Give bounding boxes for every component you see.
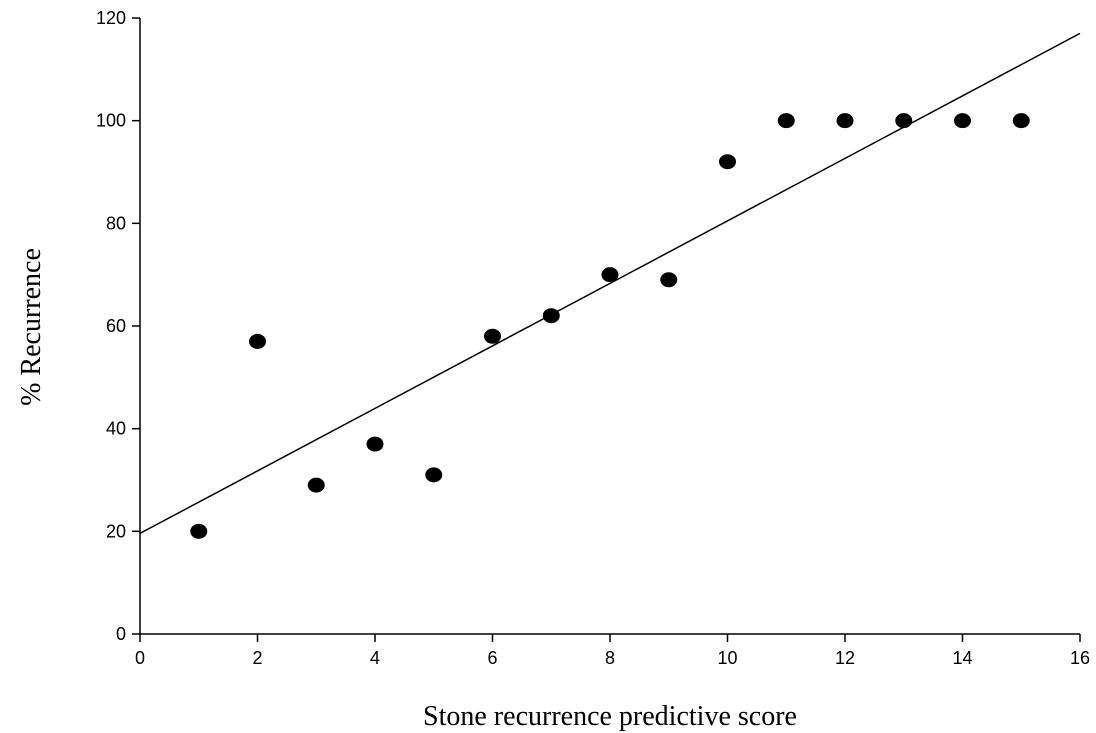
data-point: [777, 113, 795, 129]
axes: [139, 18, 1080, 635]
x-tick-label: 6: [487, 648, 497, 668]
x-tick-label: 2: [252, 648, 262, 668]
data-point: [249, 333, 266, 349]
y-tick-label: 60: [106, 316, 126, 336]
data-point: [425, 467, 443, 483]
trendline-group: [139, 32, 1081, 535]
data-point: [366, 436, 384, 452]
data-point: [190, 523, 208, 539]
data-point: [836, 113, 854, 129]
data-point: [954, 113, 971, 129]
data-point: [307, 477, 325, 493]
y-axis-title: % Recurrence: [16, 248, 47, 406]
data-point: [601, 267, 619, 283]
x-tick-label: 12: [835, 648, 855, 668]
data-point: [895, 113, 913, 129]
x-tick-label: 8: [605, 648, 615, 668]
data-point: [484, 328, 501, 344]
ticks: 0 20 40 60 80 100 120 0 2 4 6 8 10 12 14 16: [96, 8, 1090, 668]
y-tick-label: 80: [106, 213, 126, 233]
trendline: [139, 32, 1081, 535]
data-point: [719, 154, 736, 170]
x-tick-label: 0: [135, 648, 145, 668]
y-tick-label: 20: [106, 521, 126, 541]
y-tick-label: 120: [96, 8, 126, 28]
y-tick-label: 100: [96, 111, 126, 131]
data-points: [190, 113, 1030, 539]
y-tick-label: 0: [116, 624, 126, 644]
x-tick-label: 16: [1070, 648, 1090, 668]
x-tick-label: 14: [952, 648, 972, 668]
data-point: [660, 272, 678, 288]
data-point: [542, 308, 560, 324]
data-point: [1012, 113, 1030, 129]
y-tick-label: 40: [106, 419, 126, 439]
x-tick-label: 4: [370, 648, 380, 668]
x-axis-title: Stone recurrence predictive score: [423, 701, 797, 732]
x-tick-label: 10: [717, 648, 737, 668]
